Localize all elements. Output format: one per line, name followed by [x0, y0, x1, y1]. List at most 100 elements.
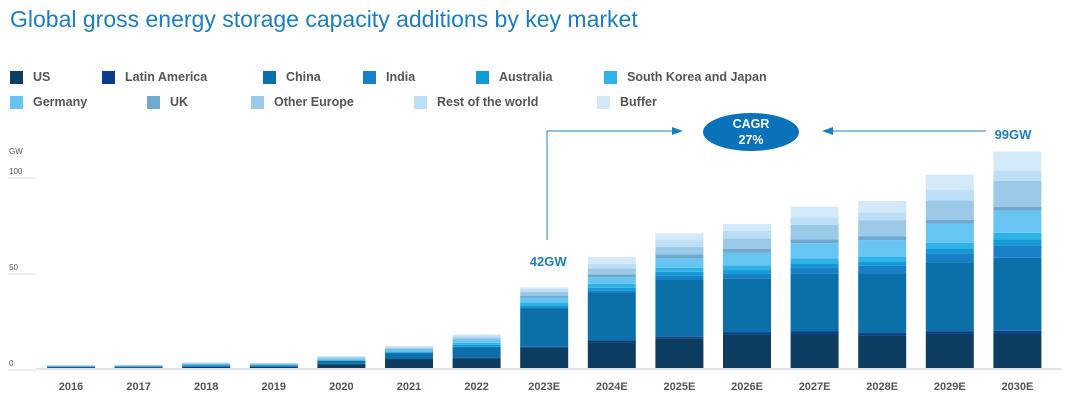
- bar-segment: [723, 334, 771, 368]
- legend-swatch: [147, 95, 160, 109]
- legend-item: Germany: [10, 95, 87, 109]
- legend-item: Latin America: [102, 70, 207, 84]
- bar-segment: [655, 246, 704, 255]
- chart-title: Global gross energy storage capacity add…: [10, 6, 638, 32]
- arrow-head-left: [822, 127, 833, 135]
- bar-segment: [655, 271, 704, 276]
- bar-segment: [993, 239, 1042, 246]
- bar-segment: [182, 366, 231, 368]
- bar-segment: [249, 365, 298, 367]
- bar-segment: [655, 240, 704, 247]
- bar-segment: [385, 349, 433, 352]
- bar-segment: [317, 360, 366, 364]
- bar-segment: [993, 151, 1042, 171]
- bar-segment: [47, 365, 95, 367]
- bar-segment: [790, 267, 839, 274]
- x-tick-label: 2028E: [866, 381, 898, 393]
- legend-label: Germany: [33, 95, 88, 109]
- x-tick-label: 2025E: [663, 381, 695, 393]
- x-tick-label: 2018: [194, 381, 218, 393]
- bar-segment: [520, 287, 569, 289]
- legend-item: Rest of the world: [414, 95, 538, 109]
- bar-segment: [925, 331, 974, 334]
- legend-label: US: [33, 70, 51, 84]
- bar-segment: [587, 292, 636, 341]
- y-tick-label: 100: [9, 167, 23, 176]
- bar-segment: [723, 265, 771, 271]
- bar-segment: [925, 242, 974, 249]
- y-tick-label: 0: [9, 359, 14, 368]
- bar-segment: [249, 367, 298, 368]
- bar-segment: [182, 364, 231, 366]
- bar-segment: [655, 279, 704, 337]
- bar-segment: [790, 239, 839, 244]
- legend-swatch: [604, 70, 617, 84]
- bar-segment: [520, 302, 569, 306]
- bar-segment: [925, 262, 974, 332]
- bar-segment: [520, 305, 569, 308]
- legend-swatch: [263, 70, 276, 84]
- bar-segment: [385, 353, 433, 359]
- bar-segment: [723, 224, 771, 231]
- legend-swatch: [476, 70, 489, 84]
- bar-segment: [993, 257, 1042, 331]
- x-tick-label: 2023E: [528, 381, 560, 393]
- bar-segment: [249, 363, 298, 365]
- bar-segment: [520, 308, 569, 347]
- legend-label: Australia: [499, 70, 553, 84]
- bar-segment: [385, 359, 433, 368]
- bar-segment: [385, 358, 433, 360]
- legend-label: Other Europe: [274, 95, 354, 109]
- legend-item: India: [363, 70, 415, 84]
- x-tick-label: 2026E: [731, 381, 763, 393]
- bar-segment: [587, 257, 636, 264]
- bar-segment: [520, 291, 569, 296]
- bar-segment: [182, 362, 231, 364]
- bar-segment: [790, 217, 839, 225]
- x-tick-label: 2029E: [934, 381, 966, 393]
- bar-segment: [723, 332, 771, 335]
- bar-segment: [790, 243, 839, 259]
- x-tick-label: 2019: [262, 381, 286, 393]
- bar-segment: [452, 337, 501, 340]
- bar-segment: [385, 353, 433, 354]
- bar-segment: [385, 351, 433, 353]
- legend-swatch: [597, 95, 610, 109]
- bar-segment: [587, 263, 636, 269]
- legend-swatch: [102, 70, 115, 84]
- bar-segment: [385, 345, 433, 347]
- bar-segment: [723, 248, 771, 253]
- bar-segment: [47, 366, 95, 367]
- x-tick-label: 2020: [329, 381, 353, 393]
- bar-segment: [790, 333, 839, 368]
- bar-segment: [790, 263, 839, 268]
- bar-segment: [655, 267, 704, 272]
- bar-segment: [520, 295, 569, 298]
- bar-segment: [249, 363, 298, 365]
- legend-swatch: [10, 95, 23, 109]
- bar-segment: [317, 357, 366, 359]
- bar-segment: [587, 287, 636, 291]
- x-tick-label: 2030E: [1001, 381, 1033, 393]
- bar-segment: [858, 265, 907, 274]
- bar-segment: [317, 358, 366, 360]
- legend-label: Buffer: [620, 95, 657, 109]
- bar-segment: [858, 333, 907, 336]
- legend: US Latin America China India Australia South …: [0, 0, 1080, 120]
- bar-segment: [452, 344, 501, 347]
- x-tick-label: 2016: [59, 381, 83, 393]
- legend-item: Australia: [476, 70, 553, 84]
- bar-segment: [385, 347, 433, 349]
- bar-segment: [182, 367, 231, 368]
- bar-segment: [114, 365, 163, 366]
- annotation-99gw: 99GW: [995, 127, 1033, 142]
- bar-segment: [114, 366, 163, 367]
- cagr-label: CAGR: [733, 117, 770, 131]
- bar-segment: [587, 290, 636, 293]
- legend-item: US: [10, 70, 50, 84]
- legend-item: Buffer: [597, 95, 657, 109]
- bar-segment: [858, 240, 907, 257]
- arrow-head-right: [672, 127, 683, 135]
- legend-item: UK: [147, 95, 188, 109]
- bar-segment: [925, 190, 974, 201]
